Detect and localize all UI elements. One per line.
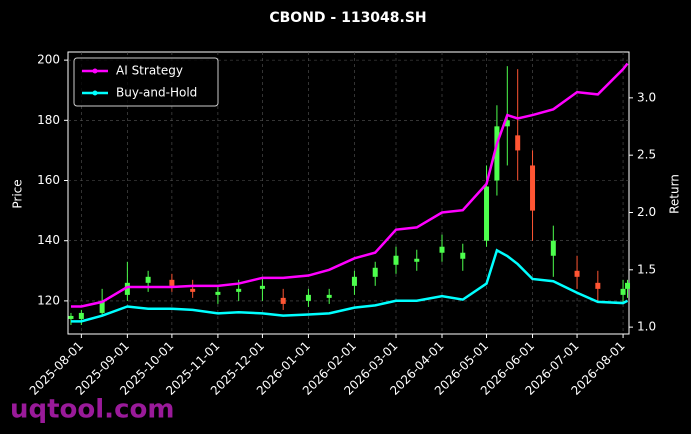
candle-body: [78, 312, 84, 319]
legend-label: AI Strategy: [116, 64, 183, 78]
candle-body: [305, 294, 311, 301]
y2-tick-label: 2.0: [637, 205, 656, 219]
watermark: uqtool.com: [10, 395, 174, 425]
candle-body: [169, 279, 175, 286]
legend-box: [73, 57, 219, 107]
candle-body: [68, 315, 74, 319]
y2-tick-label: 1.0: [637, 320, 656, 334]
y-tick-label: 120: [37, 293, 60, 307]
y-tick-label: 200: [37, 53, 60, 67]
y-tick-label: 180: [37, 113, 60, 127]
candle-body: [393, 255, 399, 265]
candle-body: [494, 126, 500, 181]
candle-body: [439, 246, 445, 253]
candle-body: [190, 288, 196, 292]
y2-tick-label: 2.5: [637, 148, 656, 162]
candle-body: [145, 276, 151, 283]
y-tick-label: 160: [37, 173, 60, 187]
candle-body: [550, 240, 556, 256]
candle-body: [625, 282, 631, 289]
legend-label: Buy-and-Hold: [116, 86, 197, 100]
candle-body: [620, 288, 626, 295]
y2-tick-label: 1.5: [637, 262, 656, 276]
y-axis-label: Price: [11, 179, 25, 208]
plot-frame: [67, 51, 630, 335]
candle-body: [99, 300, 105, 313]
candle-body: [351, 276, 357, 286]
candle-body: [515, 135, 521, 151]
candle-body: [414, 258, 420, 262]
candle-body: [215, 291, 221, 295]
y-tick-label: 140: [37, 233, 60, 247]
candle-body: [530, 165, 536, 211]
candle-body: [595, 282, 601, 289]
return-line: [70, 248, 629, 323]
legend-marker: [92, 90, 98, 96]
return-line: [70, 62, 629, 308]
candle-body: [326, 294, 332, 298]
candle-body: [259, 285, 265, 289]
candle-body: [280, 297, 286, 304]
candle-body: [460, 252, 466, 259]
candle-body: [372, 267, 378, 277]
chart-title: CBOND - 113048.SH: [269, 10, 426, 26]
y2-axis-label: Return: [668, 174, 682, 214]
legend-marker: [92, 68, 98, 74]
candle-body: [484, 186, 490, 241]
candle-body: [236, 288, 242, 292]
candle-body: [504, 120, 510, 127]
candle-body: [574, 270, 580, 277]
y2-tick-label: 3.0: [637, 90, 656, 104]
candle-body: [124, 282, 130, 295]
